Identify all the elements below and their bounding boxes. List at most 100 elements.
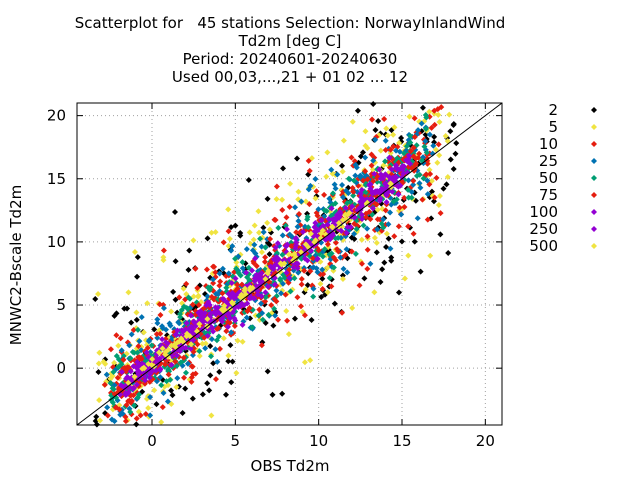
scatter-point <box>266 241 273 248</box>
scatter-point <box>250 236 257 243</box>
scatter-point <box>374 206 381 213</box>
scatter-point <box>352 172 359 179</box>
scatter-point <box>251 295 258 302</box>
scatter-point <box>420 175 427 182</box>
scatter-point <box>298 281 305 288</box>
scatter-point <box>383 125 390 132</box>
scatter-point <box>379 266 386 273</box>
scatter-point <box>122 418 129 425</box>
scatter-point <box>328 166 335 173</box>
scatter-point <box>192 265 199 272</box>
scatter-point <box>144 300 151 307</box>
x-tick-label: 0 <box>147 432 157 450</box>
scatter-point <box>250 258 257 265</box>
scatter-point <box>299 228 306 235</box>
scatter-point <box>424 191 431 198</box>
scatter-point <box>321 191 328 198</box>
scatter-point <box>234 337 241 344</box>
scatter-point <box>401 275 408 282</box>
scatter-point <box>196 321 203 328</box>
scatter-point <box>133 415 140 422</box>
scatter-point <box>229 358 236 365</box>
scatter-point <box>364 233 371 240</box>
scatter-point <box>180 285 187 292</box>
scatter-point <box>391 233 398 240</box>
scatter-point <box>354 107 361 114</box>
scatter-point <box>175 319 182 326</box>
scatter-point <box>405 252 412 259</box>
scatter-point <box>283 308 290 315</box>
scatter-point <box>427 252 434 259</box>
scatter-point <box>172 358 179 365</box>
scatter-point <box>157 365 164 372</box>
scatter-point <box>426 108 433 115</box>
scatter-point <box>167 322 174 329</box>
scatter-point <box>249 324 256 331</box>
scatter-point <box>347 224 354 231</box>
scatter-point <box>204 380 211 387</box>
scatter-point <box>130 385 137 392</box>
scatter-point <box>215 291 222 298</box>
scatter-point <box>410 230 417 237</box>
scatter-point <box>364 265 371 272</box>
scatter-point <box>121 305 128 312</box>
scatter-point <box>304 282 311 289</box>
scatter-point <box>349 305 356 312</box>
scatter-point <box>368 162 375 169</box>
scatter-point <box>249 284 256 291</box>
scatter-point <box>335 248 342 255</box>
scatter-point <box>131 373 138 380</box>
scatter-point <box>382 137 389 144</box>
scatter-point <box>436 119 443 126</box>
scatter-point <box>204 235 211 242</box>
scatter-point <box>339 272 346 279</box>
axis-ticks: 0 5 10 15 20 0 5 10 15 20 <box>47 103 502 450</box>
scatter-point <box>321 207 328 214</box>
scatter-point <box>401 150 408 157</box>
scatter-point <box>435 111 442 118</box>
scatter-point <box>226 235 233 242</box>
scatter-point <box>152 367 159 374</box>
scatter-point <box>223 391 230 398</box>
scatter-point <box>262 275 269 282</box>
scatter-point <box>232 317 239 324</box>
scatter-point <box>317 280 324 287</box>
scatter-point <box>165 371 172 378</box>
scatter-point <box>281 260 288 267</box>
scatter-point <box>426 131 433 138</box>
title-line-4: Used 00,03,...,21 + 01 02 ... 12 <box>171 68 409 86</box>
scatter-point <box>436 152 443 159</box>
scatter-point <box>410 144 417 151</box>
scatter-point <box>156 349 163 356</box>
scatter-point <box>133 309 140 316</box>
scatter-point <box>257 277 264 284</box>
scatter-point <box>147 412 154 419</box>
scatter-point <box>342 251 349 258</box>
scatter-point <box>431 194 438 201</box>
scatter-point <box>173 352 180 359</box>
scatter-point <box>318 294 325 301</box>
scatter-point <box>229 299 236 306</box>
scatter-point <box>429 150 436 157</box>
scatter-point <box>291 250 298 257</box>
scatter-point <box>189 371 196 378</box>
scatter-point <box>283 269 290 276</box>
scatter-point <box>377 147 384 154</box>
scatter-point <box>279 251 286 258</box>
scatter-point <box>266 226 273 233</box>
scatter-point <box>287 288 294 295</box>
scatter-point <box>377 278 384 285</box>
scatter-point <box>334 158 341 165</box>
scatter-point <box>339 217 346 224</box>
scatter-point <box>208 229 215 236</box>
y-tick-label: 10 <box>47 233 66 251</box>
scatter-point <box>348 248 355 255</box>
scatter-point <box>361 275 368 282</box>
scatter-point <box>126 397 133 404</box>
scatter-point <box>225 206 232 213</box>
scatter-point <box>384 132 391 139</box>
scatter-point <box>405 223 412 230</box>
scatter-point <box>168 387 175 394</box>
scatter-point <box>359 216 366 223</box>
scatter-point <box>344 224 351 231</box>
